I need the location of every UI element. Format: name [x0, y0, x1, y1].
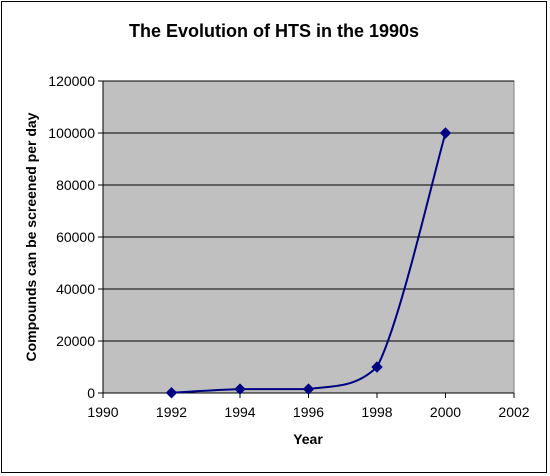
y-tick-label: 100000 — [48, 125, 95, 141]
data-point-marker — [302, 383, 315, 395]
data-point-marker — [371, 361, 383, 373]
x-tick-label: 1992 — [156, 404, 187, 420]
x-axis-label: Year — [293, 431, 323, 447]
y-tick-label: 20000 — [56, 333, 95, 349]
data-point-marker — [165, 387, 178, 399]
x-axis-ticks: 1990 1992 1994 1996 1998 2000 2002 — [87, 393, 530, 420]
series-group — [165, 127, 452, 399]
y-axis-ticks: 0 20000 40000 60000 80000 100000 120000 — [48, 73, 103, 401]
data-point-marker — [234, 383, 246, 395]
x-tick-label: 1998 — [361, 404, 392, 420]
y-tick-label: 0 — [87, 385, 95, 401]
y-axis-label: Compounds can be screened per day — [23, 112, 39, 361]
data-point-marker — [439, 127, 452, 139]
x-tick-label: 1994 — [224, 404, 255, 420]
y-tick-label: 40000 — [56, 281, 95, 297]
chart-title: The Evolution of HTS in the 1990s — [129, 21, 419, 41]
y-tick-label: 80000 — [56, 177, 95, 193]
x-tick-label: 1996 — [293, 404, 324, 420]
y-tick-label: 60000 — [56, 229, 95, 245]
x-tick-label: 1990 — [87, 404, 118, 420]
y-tick-label: 120000 — [48, 73, 95, 89]
series-line — [171, 132, 447, 394]
x-tick-label: 2000 — [430, 404, 461, 420]
x-tick-label: 2002 — [498, 404, 529, 420]
